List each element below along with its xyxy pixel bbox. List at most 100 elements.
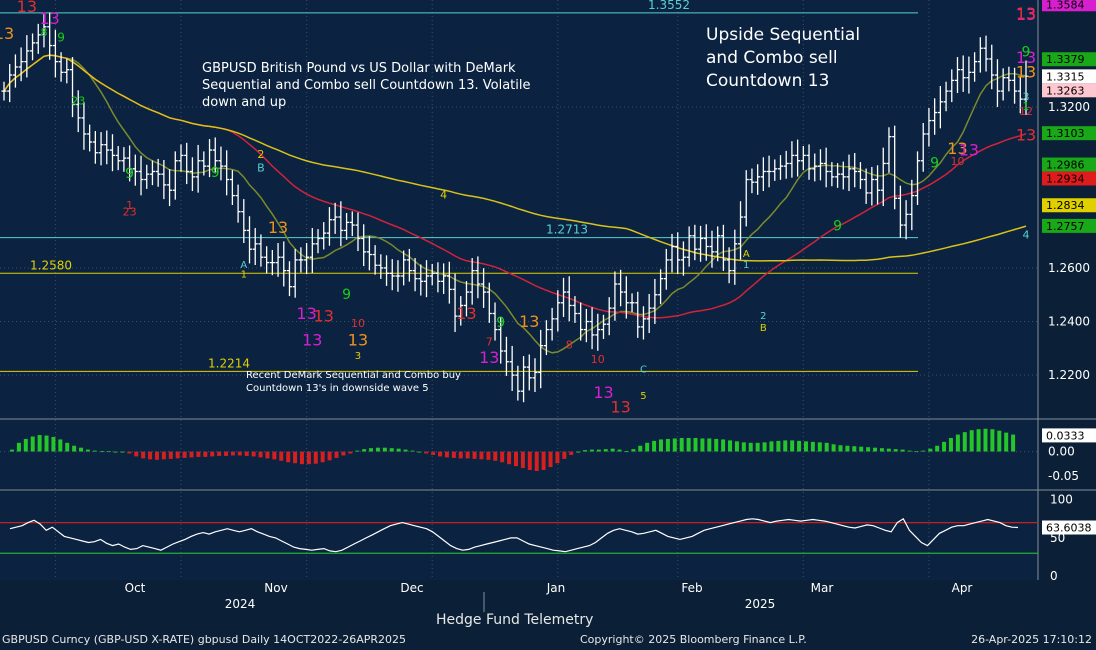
histogram-bar	[237, 451, 242, 456]
ohlc-bar	[155, 158, 161, 187]
ohlc-bar	[772, 159, 778, 181]
price-axis-badge	[1042, 157, 1096, 172]
td-count-label: 4	[1023, 228, 1030, 241]
ohlc-bar	[104, 130, 110, 165]
histogram-bar	[603, 449, 608, 452]
price-axis-badge-label: 1.2834	[1046, 199, 1085, 212]
chart-title-annotation: GBPUSD British Pound vs US Dollar with D…	[202, 61, 531, 110]
histogram-bar	[942, 441, 947, 452]
ohlc-bar	[264, 246, 270, 274]
price-axis-badge	[1042, 83, 1096, 98]
ohlc-bar	[218, 146, 224, 181]
ohlc-bar	[75, 90, 81, 133]
td-count-label: A	[743, 249, 750, 260]
price-axis-badge	[1042, 52, 1096, 67]
td-count-label: 9	[342, 287, 351, 303]
histogram-bar	[23, 438, 28, 452]
histogram-bar	[658, 439, 663, 452]
ohlc-bar	[269, 249, 275, 276]
histogram-bar	[824, 442, 829, 452]
td-count-label: 13	[959, 140, 979, 159]
histogram-bar	[610, 448, 615, 452]
histogram-bar	[369, 448, 374, 452]
ohlc-bar	[1023, 60, 1029, 115]
ohlc-bar	[726, 247, 732, 284]
histogram-bar	[99, 451, 104, 453]
histogram-bar	[769, 441, 774, 452]
ohlc-bar	[578, 302, 584, 341]
td-count-label: 1	[126, 199, 133, 212]
td-count-label: 1	[743, 260, 749, 271]
ohlc-bar	[509, 345, 515, 391]
td-count-label: 12	[1019, 105, 1033, 118]
ohlc-bar	[835, 163, 841, 188]
ohlc-bar	[292, 248, 298, 298]
histogram-bar	[797, 440, 802, 452]
level-label: 1.2580	[30, 258, 72, 272]
footer-ticker: GBPUSD Curncy (GBP-USD X-RATE) gbpusd Da…	[2, 633, 406, 646]
histogram-tick-label: -0.05	[1048, 469, 1079, 483]
ohlc-bar	[412, 258, 418, 292]
ohlc-bar	[840, 161, 846, 190]
histogram-bar	[113, 451, 118, 453]
histogram-bar	[154, 451, 159, 460]
ohlc-bar	[92, 131, 98, 164]
ohlc-bar	[869, 166, 875, 206]
ohlc-bar	[161, 159, 167, 200]
histogram-bar	[617, 449, 622, 452]
histogram-bar	[652, 440, 657, 452]
ohlc-bar	[458, 296, 464, 326]
histogram-bar	[258, 451, 263, 458]
price-axis-badge	[1042, 126, 1096, 141]
price-axis-badge-label: 1.2757	[1046, 220, 1085, 233]
ohlc-bar	[640, 306, 646, 340]
ohlc-bar	[1006, 66, 1012, 92]
histogram-bar	[1004, 432, 1009, 452]
td-count-label: 13	[302, 331, 322, 350]
histogram-bar	[624, 451, 629, 453]
price-axis-badge	[1042, 69, 1096, 84]
histogram-bar	[10, 449, 14, 452]
histogram-bar	[92, 450, 97, 452]
td-count-label: 1	[1023, 100, 1030, 113]
ohlc-bar	[852, 152, 858, 188]
price-tick-label: 1.2200	[1048, 368, 1090, 382]
ohlc-bar	[823, 147, 829, 188]
ohlc-bar	[498, 316, 504, 364]
histogram-bar	[286, 451, 291, 463]
td-count-label: 23	[123, 206, 137, 219]
ohlc-bar	[783, 150, 789, 179]
ohlc-bar	[492, 302, 498, 341]
ohlc-bar	[469, 258, 475, 305]
histogram-bar	[458, 451, 463, 459]
price-axis-badge	[1042, 0, 1096, 12]
histogram-bar	[555, 451, 560, 464]
histogram-bar	[244, 451, 249, 456]
ohlc-bar	[349, 211, 355, 237]
price-axis-badge	[1042, 198, 1096, 213]
histogram-bar	[928, 448, 933, 452]
ohlc-bar	[406, 248, 412, 282]
ohlc-bar	[789, 141, 795, 178]
x-tick-label: Oct	[125, 581, 146, 595]
td-count-label: 13	[39, 9, 59, 28]
td-count-label: B	[760, 323, 767, 334]
ohlc-bar	[384, 255, 390, 286]
histogram-bar	[1011, 434, 1016, 452]
histogram-bar	[852, 446, 857, 452]
ohlc-bar	[81, 102, 87, 150]
ohlc-bar	[698, 225, 704, 262]
ohlc-bar	[258, 234, 264, 267]
histogram-bar	[51, 437, 56, 452]
ohlc-bar	[452, 273, 458, 332]
td-count-label: 13	[593, 383, 613, 402]
ohlc-bar	[446, 261, 452, 304]
histogram-bar	[935, 445, 940, 452]
histogram-bar	[728, 440, 733, 452]
histogram-value-label: 0.0333	[1046, 429, 1085, 442]
ohlc-bar	[669, 233, 675, 273]
price-axis-badge-label: 1.3103	[1046, 127, 1085, 140]
histogram-bar	[348, 451, 353, 454]
x-tick-label: Dec	[400, 581, 423, 595]
